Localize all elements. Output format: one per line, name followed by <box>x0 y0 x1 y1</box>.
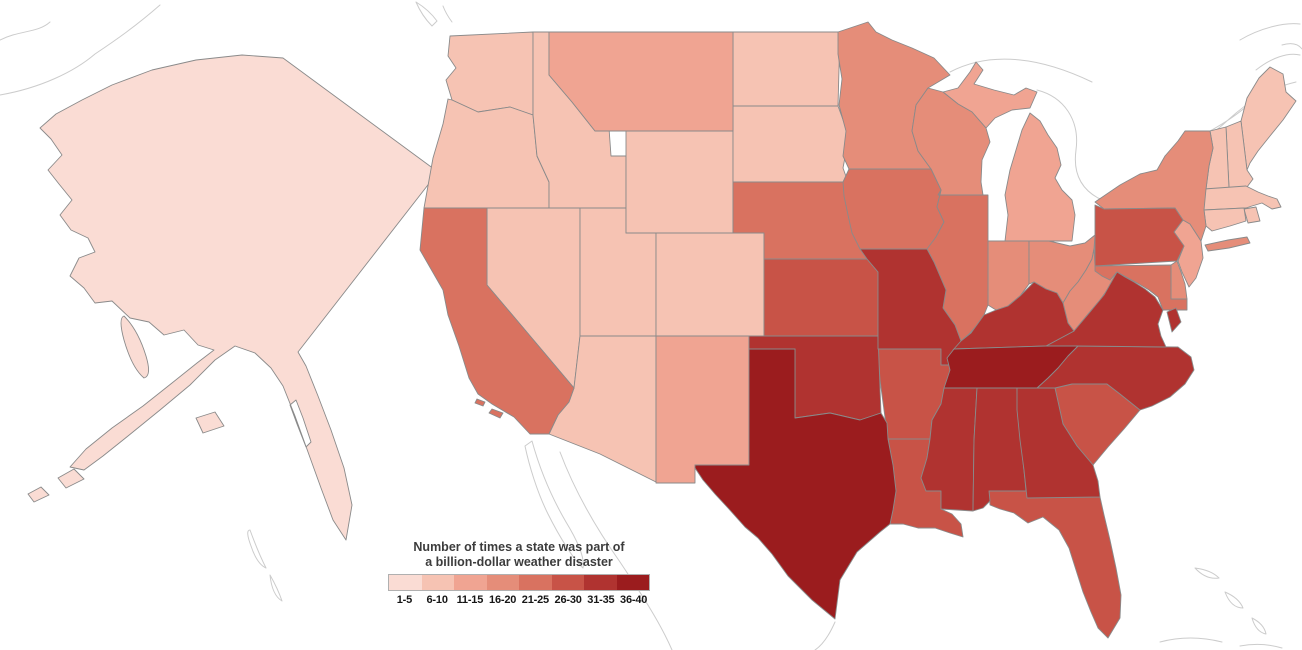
state-pennsylvania[interactable] <box>1094 204 1185 267</box>
state-maryland[interactable] <box>1094 264 1188 311</box>
state-texas[interactable] <box>694 348 897 620</box>
state-tennessee[interactable] <box>943 345 1079 389</box>
state-georgia[interactable] <box>1016 387 1101 499</box>
state-washington[interactable] <box>445 31 534 116</box>
state-massachusetts[interactable] <box>1203 185 1282 211</box>
mexico-outline <box>524 440 836 650</box>
state-connecticut[interactable] <box>1203 207 1247 232</box>
state-wyoming[interactable] <box>625 130 734 234</box>
legend-label: 16-20 <box>489 593 517 606</box>
bahamas-cuba-outline <box>1159 567 1283 649</box>
legend-label: 1-5 <box>396 593 413 606</box>
state-new-mexico[interactable] <box>655 335 750 484</box>
legend-label: 6-10 <box>426 593 448 606</box>
legend-swatch-21-25 <box>519 574 552 590</box>
legend-title-line2: a billion-dollar weather disaster <box>425 554 613 569</box>
legend-swatch-11-15 <box>454 574 487 590</box>
legend-label: 31-35 <box>587 593 615 606</box>
state-virginia[interactable] <box>1045 271 1182 348</box>
state-kansas[interactable] <box>763 258 879 337</box>
canada-west-outline <box>415 1 453 27</box>
state-oregon[interactable] <box>423 98 550 209</box>
legend-label: 26-30 <box>554 593 582 606</box>
state-iowa[interactable] <box>842 168 945 250</box>
haida-gwaii-outline <box>247 529 283 602</box>
state-north-dakota[interactable] <box>732 31 841 107</box>
state-florida[interactable] <box>988 490 1122 639</box>
state-colorado[interactable] <box>655 232 765 337</box>
state-alaska[interactable] <box>27 54 439 541</box>
legend-labels: 1-5 6-10 11-15 16-20 21-25 26-30 31-35 3… <box>388 594 650 606</box>
legend-swatch-31-35 <box>584 574 617 590</box>
legend-color-bar <box>388 573 650 591</box>
state-maine[interactable] <box>1240 66 1297 171</box>
state-wisconsin[interactable] <box>911 87 991 196</box>
state-rhode-island[interactable] <box>1243 206 1261 224</box>
legend-swatch-26-30 <box>551 574 584 590</box>
legend: Number of times a state was part of a bi… <box>388 540 650 606</box>
legend-label: 36-40 <box>620 593 648 606</box>
state-south-dakota[interactable] <box>732 105 850 183</box>
legend-title-line1: Number of times a state was part of <box>413 540 625 554</box>
state-montana[interactable] <box>548 31 734 132</box>
legend-label: 11-15 <box>456 593 484 606</box>
legend-swatch-1-5 <box>389 574 422 590</box>
state-california[interactable] <box>419 207 575 435</box>
legend-swatch-6-10 <box>421 574 454 590</box>
legend-swatch-16-20 <box>486 574 519 590</box>
legend-swatch-36-40 <box>616 574 649 590</box>
legend-label: 21-25 <box>521 593 549 606</box>
state-kentucky[interactable] <box>952 281 1075 351</box>
